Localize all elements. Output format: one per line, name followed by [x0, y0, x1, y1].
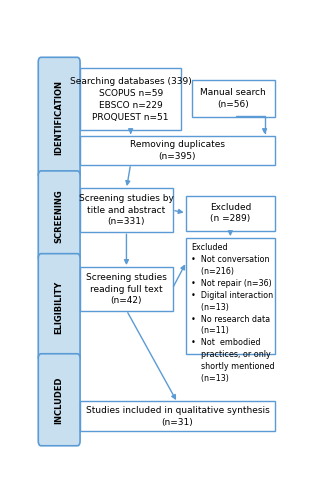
FancyBboxPatch shape: [38, 254, 80, 361]
FancyBboxPatch shape: [80, 68, 181, 130]
Text: IDENTIFICATION: IDENTIFICATION: [55, 80, 64, 155]
FancyBboxPatch shape: [38, 58, 80, 178]
FancyBboxPatch shape: [186, 238, 275, 354]
Text: INCLUDED: INCLUDED: [55, 376, 64, 424]
Text: SCREENING: SCREENING: [55, 189, 64, 243]
FancyBboxPatch shape: [38, 171, 80, 261]
Text: Excluded
(n =289): Excluded (n =289): [210, 202, 251, 224]
Text: Excluded
•  Not conversation
    (n=216)
•  Not repair (n=36)
•  Digital interac: Excluded • Not conversation (n=216) • No…: [191, 243, 274, 383]
Text: ELIGIBILITY: ELIGIBILITY: [55, 280, 64, 334]
FancyBboxPatch shape: [80, 402, 275, 431]
Text: Searching databases (339)
SCOPUS n=59
EBSCO n=229
PROQUEST n=51: Searching databases (339) SCOPUS n=59 EB…: [70, 78, 192, 122]
Text: Screening studies
reading full text
(n=42): Screening studies reading full text (n=4…: [86, 273, 167, 306]
FancyBboxPatch shape: [38, 354, 80, 446]
FancyBboxPatch shape: [80, 136, 275, 165]
Text: Removing duplicates
(n=395): Removing duplicates (n=395): [130, 140, 225, 161]
FancyBboxPatch shape: [80, 188, 173, 232]
Text: Manual search
(n=56): Manual search (n=56): [201, 88, 266, 109]
FancyBboxPatch shape: [186, 196, 275, 230]
FancyBboxPatch shape: [192, 80, 275, 117]
Text: Studies included in qualitative synthesis
(n=31): Studies included in qualitative synthesi…: [86, 406, 269, 426]
FancyBboxPatch shape: [80, 266, 173, 312]
Text: Screening studies by
title and abstract
(n=331): Screening studies by title and abstract …: [79, 194, 174, 226]
